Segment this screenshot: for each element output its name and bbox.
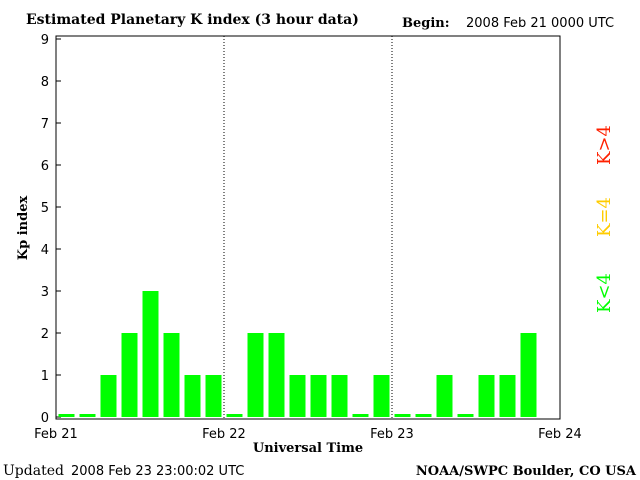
legend-item: K>4 [594,125,615,165]
kp-bar [478,375,495,417]
x-tick-label: Feb 24 [538,427,582,442]
x-tick-label: Feb 22 [202,427,246,442]
x-axis-label: Universal Time [253,441,363,456]
kp-bar [394,414,411,417]
kp-bar [184,375,201,417]
kp-bar [247,333,264,417]
legend-item: K=4 [594,197,615,237]
kp-bar [436,375,453,417]
legend-item: K<4 [594,273,615,313]
begin-value: 2008 Feb 21 0000 UTC [466,16,614,31]
kp-bar [142,291,159,417]
kp-bar [373,375,390,417]
kp-bar [100,375,117,417]
y-axis-label: Kp index [16,196,31,261]
x-tick-label: Feb 23 [370,427,414,442]
kp-bar [205,375,222,417]
kp-bar [310,375,327,417]
y-tick-label: 5 [41,201,49,216]
day-separators [223,36,393,419]
kp-bar [352,414,369,417]
updated-value: 2008 Feb 23 23:00:02 UTC [71,464,244,479]
x-tick-label: Feb 21 [34,427,78,442]
source-credit: NOAA/SWPC Boulder, CO USA [416,464,637,479]
y-tick-label: 3 [41,285,49,300]
y-tick-label: 9 [41,33,49,48]
kp-bar [520,333,537,417]
y-axis-ticks: 0 1 2 3 4 5 6 7 8 9 [41,33,61,426]
kp-bars [58,291,537,417]
kp-bar [499,375,516,417]
plot-area [55,35,561,420]
updated-label: Updated [3,463,64,479]
chart-title: Estimated Planetary K index (3 hour data… [26,12,359,28]
begin-label: Begin: [402,16,450,31]
kp-bar [79,414,96,417]
y-tick-label: 4 [41,243,49,258]
kp-bar [289,375,306,417]
y-tick-label: 6 [41,159,49,174]
kp-bar [331,375,348,417]
y-tick-label: 1 [41,369,49,384]
kp-bar [163,333,180,417]
y-tick-label: 0 [41,411,49,426]
kp-bar [58,414,75,417]
kp-bar [415,414,432,417]
kp-bar [268,333,285,417]
kp-bar [457,414,474,417]
kp-bar [226,414,243,417]
y-tick-label: 7 [41,117,49,132]
kp-bar [121,333,138,417]
legend: K>4 K=4 K<4 [594,125,615,313]
x-axis-ticks: Feb 21 Feb 22 Feb 23 Feb 24 [34,427,582,442]
y-tick-label: 8 [41,75,49,90]
y-tick-label: 2 [41,327,49,342]
